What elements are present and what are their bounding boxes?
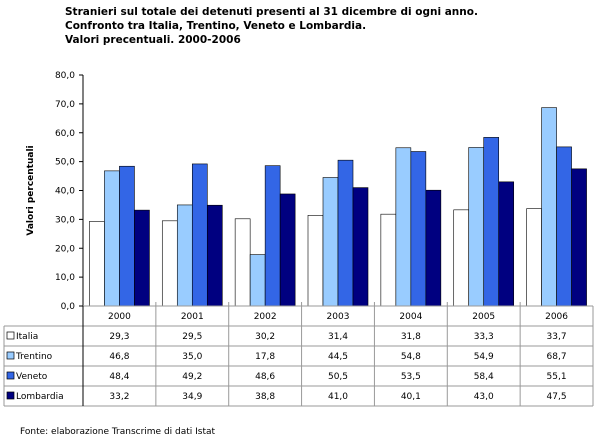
y-tick-label: 20,0 [55, 244, 75, 254]
bar-lombardia-2005 [498, 181, 515, 307]
data-label: 17,8 [255, 352, 275, 362]
title-line: Valori precentuali. 2000-2006 [65, 34, 241, 46]
bar-lombardia-2001 [206, 204, 223, 307]
y-tick-label: 40,0 [55, 187, 75, 197]
legend-swatch-veneto [6, 371, 15, 380]
data-label: 40,1 [401, 392, 421, 402]
data-label: 44,5 [328, 352, 348, 362]
bar-lombardia-2003 [352, 187, 369, 307]
bar-lombardia-2006 [571, 168, 587, 307]
data-label: 33,3 [474, 332, 494, 342]
bar-italia-2006 [526, 208, 542, 307]
x-tick-label: 2002 [254, 312, 277, 322]
data-label: 43,0 [474, 392, 494, 402]
bar-italia-2002 [234, 218, 251, 307]
data-label: 48,6 [255, 372, 275, 382]
bar-italia-2000 [89, 221, 105, 307]
bar-trentino-2005 [468, 147, 485, 307]
x-tick-label: 2004 [399, 312, 422, 322]
y-tick-label: 30,0 [55, 215, 75, 225]
legend-swatch-italia [6, 331, 15, 340]
y-tick-label: 70,0 [55, 100, 75, 110]
data-label: 58,4 [474, 372, 494, 382]
data-label: 31,4 [328, 332, 348, 342]
bar-trentino-2001 [176, 204, 193, 307]
y-tick-label: 60,0 [55, 129, 75, 139]
x-tick-label: 2001 [181, 312, 204, 322]
data-label: 54,8 [401, 352, 421, 362]
source-note: Fonte: elaborazione Transcrime di dati I… [20, 427, 216, 437]
bar-italia-2005 [453, 209, 470, 307]
data-label: 55,1 [547, 372, 567, 382]
legend-label: Veneto [16, 372, 48, 382]
data-label: 29,3 [109, 332, 129, 342]
bar-trentino-2004 [395, 147, 412, 307]
data-label: 47,5 [547, 392, 567, 402]
bar-veneto-2003 [337, 159, 354, 307]
bar-veneto-2005 [483, 137, 500, 307]
bar-italia-2003 [307, 215, 324, 307]
bar-veneto-2004 [410, 151, 427, 307]
legend-swatch-trentino [6, 351, 15, 360]
y-tick-label: 0,0 [61, 302, 76, 312]
legend-swatch-lombardia [6, 391, 15, 400]
x-tick-label: 2000 [108, 312, 131, 322]
bar-italia-2004 [380, 213, 397, 307]
bar-veneto-2001 [191, 163, 208, 307]
legend-label: Trentino [15, 352, 53, 362]
y-tick-label: 80,0 [55, 71, 75, 81]
data-label: 38,8 [255, 392, 275, 402]
data-label: 33,7 [547, 332, 567, 342]
bar-trentino-2003 [322, 177, 339, 307]
data-label: 34,9 [182, 392, 202, 402]
bar-veneto-2002 [264, 165, 281, 307]
bar-chart: 0,0 10,0 20,0 30,0 40,0 50,0 60,0 70,0 80,0 Valor… [3, 71, 594, 407]
bar-trentino-2000 [104, 170, 120, 307]
chart-title: Stranieri sul totale dei detenuti presen… [65, 5, 478, 47]
data-label: 68,7 [547, 352, 567, 362]
x-tick-label: 2003 [327, 312, 350, 322]
data-label: 31,8 [401, 332, 421, 342]
data-label: 35,0 [182, 352, 202, 362]
data-label: 53,5 [401, 372, 421, 382]
legend-label: Italia [16, 332, 38, 342]
data-label: 50,5 [328, 372, 348, 382]
x-tick-label: 2006 [545, 312, 568, 322]
x-tick-label: 2005 [472, 312, 495, 322]
y-tick-label: 10,0 [55, 273, 75, 283]
bar-lombardia-2002 [279, 193, 296, 307]
data-label: 48,4 [109, 372, 129, 382]
bar-trentino-2002 [249, 254, 266, 307]
y-axis-label: Valori percentuali [26, 145, 36, 235]
data-label: 30,2 [255, 332, 275, 342]
y-tick-label: 50,0 [55, 158, 75, 168]
title-line: Confronto tra Italia, Trentino, Veneto e… [65, 20, 367, 32]
bar-veneto-2000 [119, 165, 135, 307]
data-label: 33,2 [109, 392, 129, 402]
data-label: 54,9 [474, 352, 494, 362]
title-line: Stranieri sul totale dei detenuti presen… [65, 6, 478, 18]
bar-lombardia-2004 [425, 189, 442, 307]
legend-label: Lombardia [16, 392, 64, 402]
data-label: 49,2 [182, 372, 202, 382]
bar-italia-2001 [161, 220, 178, 307]
data-label: 46,8 [109, 352, 129, 362]
bar-veneto-2006 [556, 146, 572, 307]
data-label: 29,5 [182, 332, 202, 342]
bar-lombardia-2000 [134, 209, 150, 307]
bar-trentino-2006 [541, 107, 557, 307]
data-label: 41,0 [328, 392, 348, 402]
